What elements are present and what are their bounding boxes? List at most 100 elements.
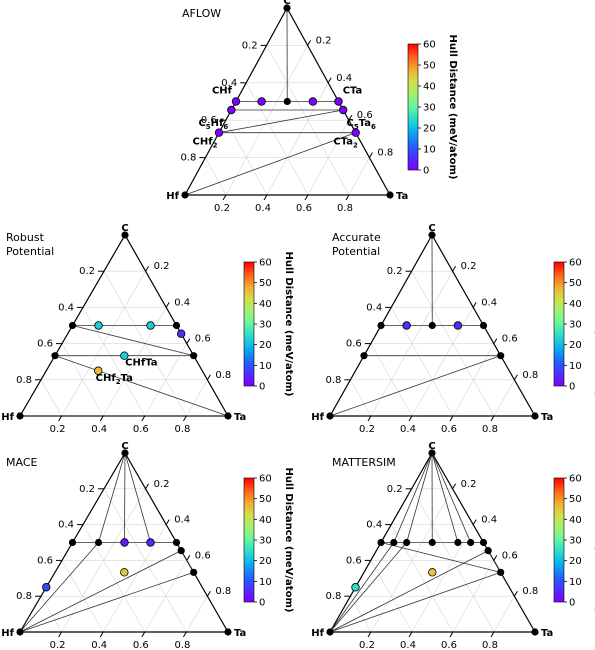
left-tick-label: 0.2: [387, 484, 403, 495]
bottom-tick-label: 0.6: [133, 640, 149, 650]
left-tick-label: 0.6: [201, 115, 217, 126]
label-text: CHf: [193, 137, 214, 148]
bottom-tick-label: 0.6: [296, 203, 312, 214]
right-tick-label: 0.8: [215, 586, 231, 597]
phase-point: [453, 321, 463, 330]
tie-line: [19, 571, 194, 633]
stable-phase-point: [177, 547, 185, 555]
stable-phase-point: [51, 352, 59, 360]
colorbar-tick-label: 10: [569, 577, 582, 588]
right-tick-label: 0.8: [522, 370, 538, 381]
left-tick-label: 0.2: [242, 40, 258, 51]
right-tick-label: 0.8: [215, 370, 231, 381]
tie-line: [329, 571, 501, 633]
corner-label-top: C: [121, 223, 128, 234]
left-tick-label: 0.6: [37, 339, 53, 350]
stable-phase-point: [68, 538, 77, 547]
phase-label: C5Ta6: [346, 118, 376, 131]
phase-point: [42, 583, 51, 592]
stable-phase-point: [479, 538, 488, 547]
colorbar-tick-label: 50: [569, 278, 582, 289]
label-subscript: 6: [371, 123, 376, 131]
phase-label: CHfTa: [125, 358, 157, 369]
bottom-tick-label: 0.8: [174, 424, 190, 435]
tie-line: [431, 452, 459, 543]
grid-line: [266, 82, 329, 196]
bottom-tick-label: 0.2: [50, 640, 66, 650]
tie-line: [406, 452, 433, 543]
phase-point: [120, 538, 129, 547]
grid-line: [205, 157, 227, 196]
tie-line: [19, 550, 182, 633]
tick-mark: [327, 77, 332, 84]
right-tick-label: 0.2: [461, 261, 477, 272]
bottom-tick-label: 0.4: [91, 640, 107, 650]
tick-mark: [145, 483, 150, 490]
colorbar-tick-label: 10: [423, 145, 436, 156]
phase-point: [94, 321, 103, 330]
label-text: Ta: [121, 373, 133, 384]
corner-label-right: Ta: [234, 628, 246, 639]
right-tick-label: 0.6: [195, 550, 211, 561]
label-text: C: [346, 118, 353, 129]
tick-mark: [145, 265, 150, 272]
tick-mark: [472, 519, 477, 525]
phase-point: [231, 97, 241, 106]
tie-line: [184, 132, 356, 196]
right-tick-label: 0.8: [377, 148, 393, 159]
stable-phase-point: [121, 231, 129, 239]
corner-label-right: Ta: [541, 412, 553, 423]
corner-label-left: Hf: [311, 412, 324, 423]
right-tick-label: 0.4: [336, 73, 352, 84]
stable-phase-point: [360, 352, 368, 360]
bottom-tick-label: 0.2: [50, 424, 66, 435]
tie-line: [180, 550, 195, 573]
colorbar-tick-label: 0: [423, 166, 429, 177]
stable-phase-point: [403, 538, 411, 547]
stable-phase-point: [497, 568, 505, 576]
grid-line: [186, 596, 208, 633]
stable-phase-point: [283, 4, 291, 12]
label-subscript: 5: [206, 123, 211, 131]
colorbar-label: Hull Distance (meV/atom): [593, 468, 595, 613]
label-text: CHf: [212, 86, 233, 97]
stable-phase-point: [16, 628, 24, 636]
tie-line: [19, 542, 99, 633]
grid-line: [350, 379, 372, 417]
phase-point: [94, 366, 103, 375]
colorbar-tick-label: 40: [569, 299, 582, 310]
grid: [40, 488, 208, 633]
tie-line: [329, 542, 407, 633]
left-tick-label: 0.4: [58, 520, 74, 531]
left-tick-label: 0.8: [180, 153, 196, 164]
stable-phase-point: [190, 352, 198, 360]
grid-line: [144, 560, 188, 633]
tie-line: [329, 542, 395, 633]
label-text: CHfTa: [125, 358, 157, 369]
panel-title: AFLOW: [182, 7, 221, 20]
tick-mark: [493, 555, 498, 561]
corner-label-top: C: [283, 0, 290, 7]
phase-point: [214, 128, 224, 137]
tick-mark: [206, 374, 211, 381]
colorbar-tick-label: 10: [259, 361, 272, 372]
left-tick-label: 0.2: [79, 484, 95, 495]
bottom-tick-label: 0.8: [174, 640, 190, 650]
tie-line: [124, 452, 126, 543]
bottom-tick-label: 0.4: [400, 424, 416, 435]
left-tick-label: 0.4: [221, 78, 237, 89]
tie-line: [329, 355, 501, 417]
ternary-panel-4: 0.2 0.8 0.2 0.4 0.6 0.4 0.6 0.4 0.6 0.8 0.2 0.8 C Hf T…: [1, 441, 294, 650]
grid: [205, 45, 370, 196]
label-text: CTa: [343, 86, 363, 97]
colorbar: [407, 43, 419, 171]
tick-mark: [348, 114, 353, 121]
tick-mark: [493, 338, 498, 344]
tick-mark: [165, 302, 170, 308]
corner-label-left: Hf: [311, 628, 324, 639]
colorbar-tick-label: 20: [259, 556, 272, 567]
tick-mark: [99, 631, 104, 638]
colorbar-label: Hull Distance (meV/atom): [593, 252, 595, 397]
colorbar-tick-label: 30: [259, 320, 272, 331]
